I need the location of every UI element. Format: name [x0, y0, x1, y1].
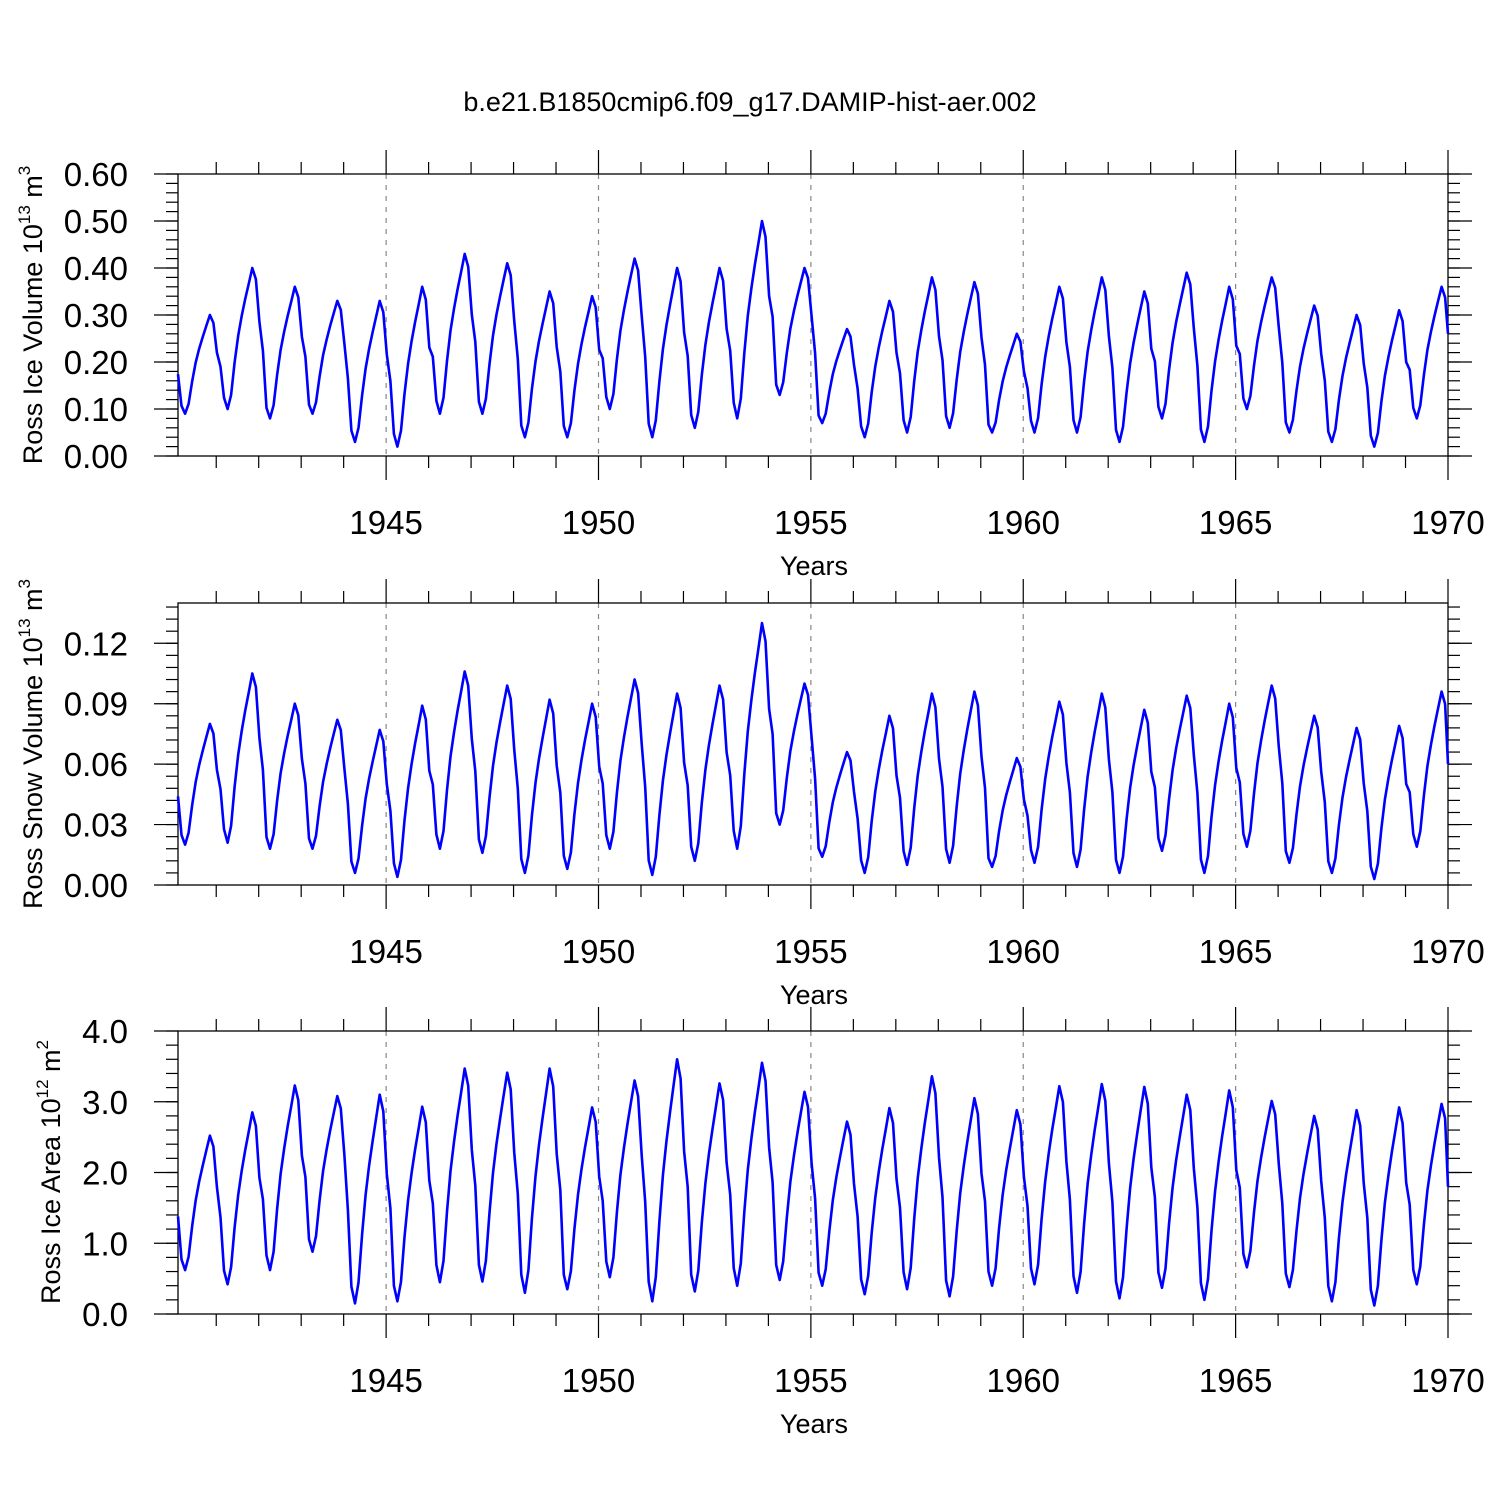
y-tick-label: 0.0: [82, 1296, 128, 1333]
chart-panels: 1945 1950 1955 1960 1965 1970 Years 0.00 0.10 0.2…: [15, 150, 1485, 1439]
x-axis-label: Years: [780, 551, 848, 581]
x-axis-label: Years: [780, 1409, 848, 1439]
x-tick-label: 1960: [987, 504, 1060, 541]
x-tick-label: 1955: [774, 933, 847, 970]
x-tick-label: 1950: [562, 1362, 635, 1399]
y-tick-label: 0.00: [64, 867, 128, 904]
y-axis-label-part: Ross Ice Volume 10: [18, 224, 48, 464]
y-tick-label: 4.0: [82, 1013, 128, 1050]
x-tick-label: 1945: [349, 933, 422, 970]
y-tick-label: 0.20: [64, 344, 128, 381]
series-line-ross-ice-area: [176, 1058, 1450, 1307]
y-tick-label: 0.30: [64, 297, 128, 334]
y-axis-label-superscript: 3: [15, 579, 34, 588]
y-axis-label-superscript: 3: [15, 166, 34, 175]
y-tick-label: 0.06: [64, 746, 128, 783]
x-tick-label: 1960: [987, 1362, 1060, 1399]
y-tick-label: 0.12: [64, 625, 128, 662]
x-tick-label: 1965: [1199, 504, 1272, 541]
x-tick-label: 1955: [774, 1362, 847, 1399]
figure-title: b.e21.B1850cmip6.f09_g17.DAMIP-hist-aer.…: [463, 87, 1036, 117]
y-axis-label: Ross Ice Volume 1013 m3: [15, 166, 48, 465]
y-tick-label: 3.0: [82, 1084, 128, 1121]
y-tick-label: 0.60: [64, 156, 128, 193]
plot-frame: [177, 173, 1449, 457]
y-axis-label-superscript: 12: [33, 1079, 52, 1098]
x-tick-label: 1970: [1411, 504, 1484, 541]
x-tick-label: 1945: [349, 1362, 422, 1399]
y-axis-label-part: m: [36, 1049, 66, 1079]
y-axis-label-superscript: 13: [15, 618, 34, 637]
y-tick-label: 0.10: [64, 391, 128, 428]
series-line-ross-ice-volume: [176, 219, 1450, 448]
y-axis-label: Ross Snow Volume 1013 m3: [15, 579, 48, 909]
y-axis-label-part: Ross Ice Area 10: [36, 1098, 66, 1304]
y-axis-label-superscript: 13: [15, 205, 34, 224]
y-tick-label: 0.40: [64, 250, 128, 287]
x-tick-label: 1960: [987, 933, 1060, 970]
y-axis-label-part: m: [18, 588, 48, 618]
y-axis-label: Ross Ice Area 1012 m2: [33, 1040, 66, 1304]
x-tick-label: 1965: [1199, 933, 1272, 970]
x-tick-label: 1965: [1199, 1362, 1272, 1399]
chart-panel-ross-ice-volume: 1945 1950 1955 1960 1965 1970 Years 0.00 0.10 0.2…: [15, 150, 1485, 581]
x-tick-label: 1950: [562, 933, 635, 970]
chart-panel-ross-ice-area: 1945 1950 1955 1960 1965 1970 Years 0.0 1.0 2.0 3.…: [33, 1007, 1485, 1439]
y-tick-label: 2.0: [82, 1155, 128, 1192]
x-axis-label: Years: [780, 980, 848, 1010]
y-tick-label: 0.50: [64, 203, 128, 240]
x-tick-label: 1945: [349, 504, 422, 541]
y-tick-label: 0.03: [64, 807, 128, 844]
y-axis-label-part: Ross Snow Volume 10: [18, 637, 48, 909]
series-line-ross-snow-volume: [176, 621, 1450, 881]
y-tick-label: 1.0: [82, 1225, 128, 1262]
y-axis-label-superscript: 2: [33, 1040, 52, 1049]
chart-panel-ross-snow-volume: 1945 1950 1955 1960 1965 1970 Years 0.00 0.03 0.0…: [15, 579, 1485, 1010]
x-tick-label: 1950: [562, 504, 635, 541]
y-axis-label-part: m: [18, 175, 48, 205]
x-tick-label: 1970: [1411, 1362, 1484, 1399]
x-tick-label: 1970: [1411, 933, 1484, 970]
x-tick-label: 1955: [774, 504, 847, 541]
y-tick-label: 0.00: [64, 438, 128, 475]
y-tick-label: 0.09: [64, 686, 128, 723]
